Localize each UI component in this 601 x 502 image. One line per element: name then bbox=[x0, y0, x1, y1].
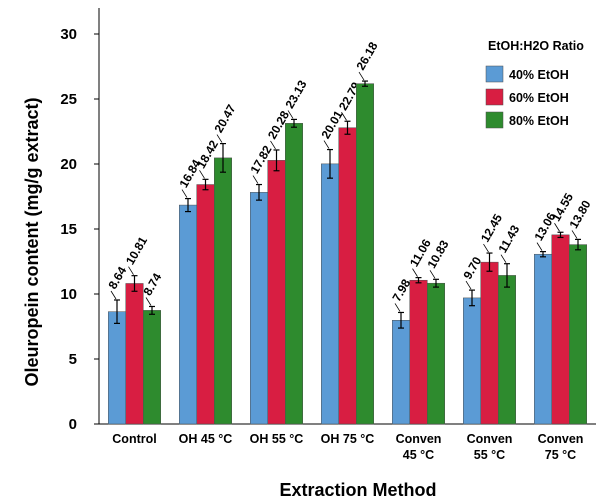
bar-3 bbox=[285, 123, 303, 425]
legend: EtOH:H2O Ratio 40% EtOH 60% EtOH 80% EtOH bbox=[485, 39, 584, 129]
legend-label: 60% EtOH bbox=[509, 91, 569, 105]
data-label: 26.18 bbox=[353, 39, 380, 72]
bar-1 bbox=[392, 320, 410, 425]
bar-3 bbox=[214, 157, 232, 425]
data-label: 8.74 bbox=[140, 270, 164, 298]
data-label-leader bbox=[571, 230, 578, 239]
bar-2 bbox=[196, 184, 215, 425]
bar-3 bbox=[498, 275, 516, 425]
x-tick-label: Conven bbox=[396, 432, 442, 446]
y-tick-label: 10 bbox=[60, 286, 77, 303]
x-tick-label: Conven bbox=[467, 432, 513, 446]
x-tick-label: Conven bbox=[538, 432, 584, 446]
data-label-leader bbox=[270, 140, 276, 150]
y-tick-label: 25 bbox=[60, 91, 77, 108]
bar-3 bbox=[143, 310, 161, 425]
y-tick-label: 30 bbox=[60, 26, 77, 43]
bar-2 bbox=[409, 279, 428, 425]
bar-3 bbox=[356, 83, 374, 425]
y-tick-label: 5 bbox=[69, 351, 77, 368]
data-label-leader bbox=[483, 243, 489, 253]
data-label-leader bbox=[412, 268, 418, 277]
x-axis-title: Extraction Method bbox=[279, 480, 436, 500]
x-tick-label: 75 °C bbox=[545, 448, 576, 462]
data-label-leader bbox=[429, 270, 436, 279]
bar-1 bbox=[463, 297, 481, 425]
bar-3 bbox=[569, 244, 587, 425]
y-tick-label: 20 bbox=[60, 156, 77, 173]
legend-swatch bbox=[485, 111, 504, 129]
data-label-leader bbox=[536, 242, 543, 251]
x-tick-label: OH 75 °C bbox=[321, 432, 375, 446]
legend-label: 80% EtOH bbox=[509, 114, 569, 128]
bar-1 bbox=[321, 163, 339, 425]
bar-2 bbox=[125, 283, 144, 425]
data-label-leader bbox=[199, 170, 205, 179]
data-label-leader bbox=[358, 71, 365, 81]
data-label-leader bbox=[465, 280, 472, 290]
y-axis-title: Oleuropein content (mg/g extract) bbox=[22, 97, 42, 386]
data-label-leader bbox=[554, 223, 560, 232]
bar-2 bbox=[338, 127, 357, 425]
bar-3 bbox=[427, 282, 445, 425]
data-label-leader bbox=[110, 290, 117, 300]
data-label: 23.13 bbox=[282, 78, 309, 111]
data-label-leader bbox=[500, 254, 507, 263]
bar-2 bbox=[267, 160, 286, 425]
legend-title: EtOH:H2O Ratio bbox=[488, 39, 584, 53]
bar-1 bbox=[179, 204, 197, 425]
x-tick-label: 55 °C bbox=[474, 448, 505, 462]
legend-swatch bbox=[485, 88, 504, 106]
y-tick-label: 0 bbox=[69, 416, 77, 433]
data-label-leader bbox=[216, 134, 223, 143]
bar-2 bbox=[551, 234, 570, 425]
data-label: 20.47 bbox=[211, 102, 238, 135]
y-tick-label: 15 bbox=[60, 221, 77, 238]
data-label-leader bbox=[341, 112, 347, 121]
x-tick-label: 45 °C bbox=[403, 448, 434, 462]
data-label-leader bbox=[128, 266, 134, 275]
data-label-leader bbox=[252, 175, 259, 184]
bar-2 bbox=[480, 261, 499, 425]
plot-area: 0 5 10 15 20 25 30 Control OH 45 °C OH 55 °C OH 75… bbox=[60, 8, 596, 462]
x-tick-label: OH 55 °C bbox=[250, 432, 304, 446]
bar-1 bbox=[534, 253, 552, 425]
data-label-leader bbox=[323, 140, 330, 149]
legend-swatch bbox=[485, 65, 504, 83]
x-tick-label: OH 45 °C bbox=[179, 432, 233, 446]
data-label-leader bbox=[181, 189, 188, 198]
data-label: 10.81 bbox=[123, 234, 150, 267]
bar-1 bbox=[250, 192, 268, 425]
legend-label: 40% EtOH bbox=[509, 68, 569, 82]
data-label-leader bbox=[145, 297, 152, 306]
data-label-leader bbox=[287, 110, 294, 119]
x-tick-label: Control bbox=[112, 432, 156, 446]
bar-1 bbox=[108, 311, 126, 425]
data-label-leader bbox=[394, 303, 401, 312]
